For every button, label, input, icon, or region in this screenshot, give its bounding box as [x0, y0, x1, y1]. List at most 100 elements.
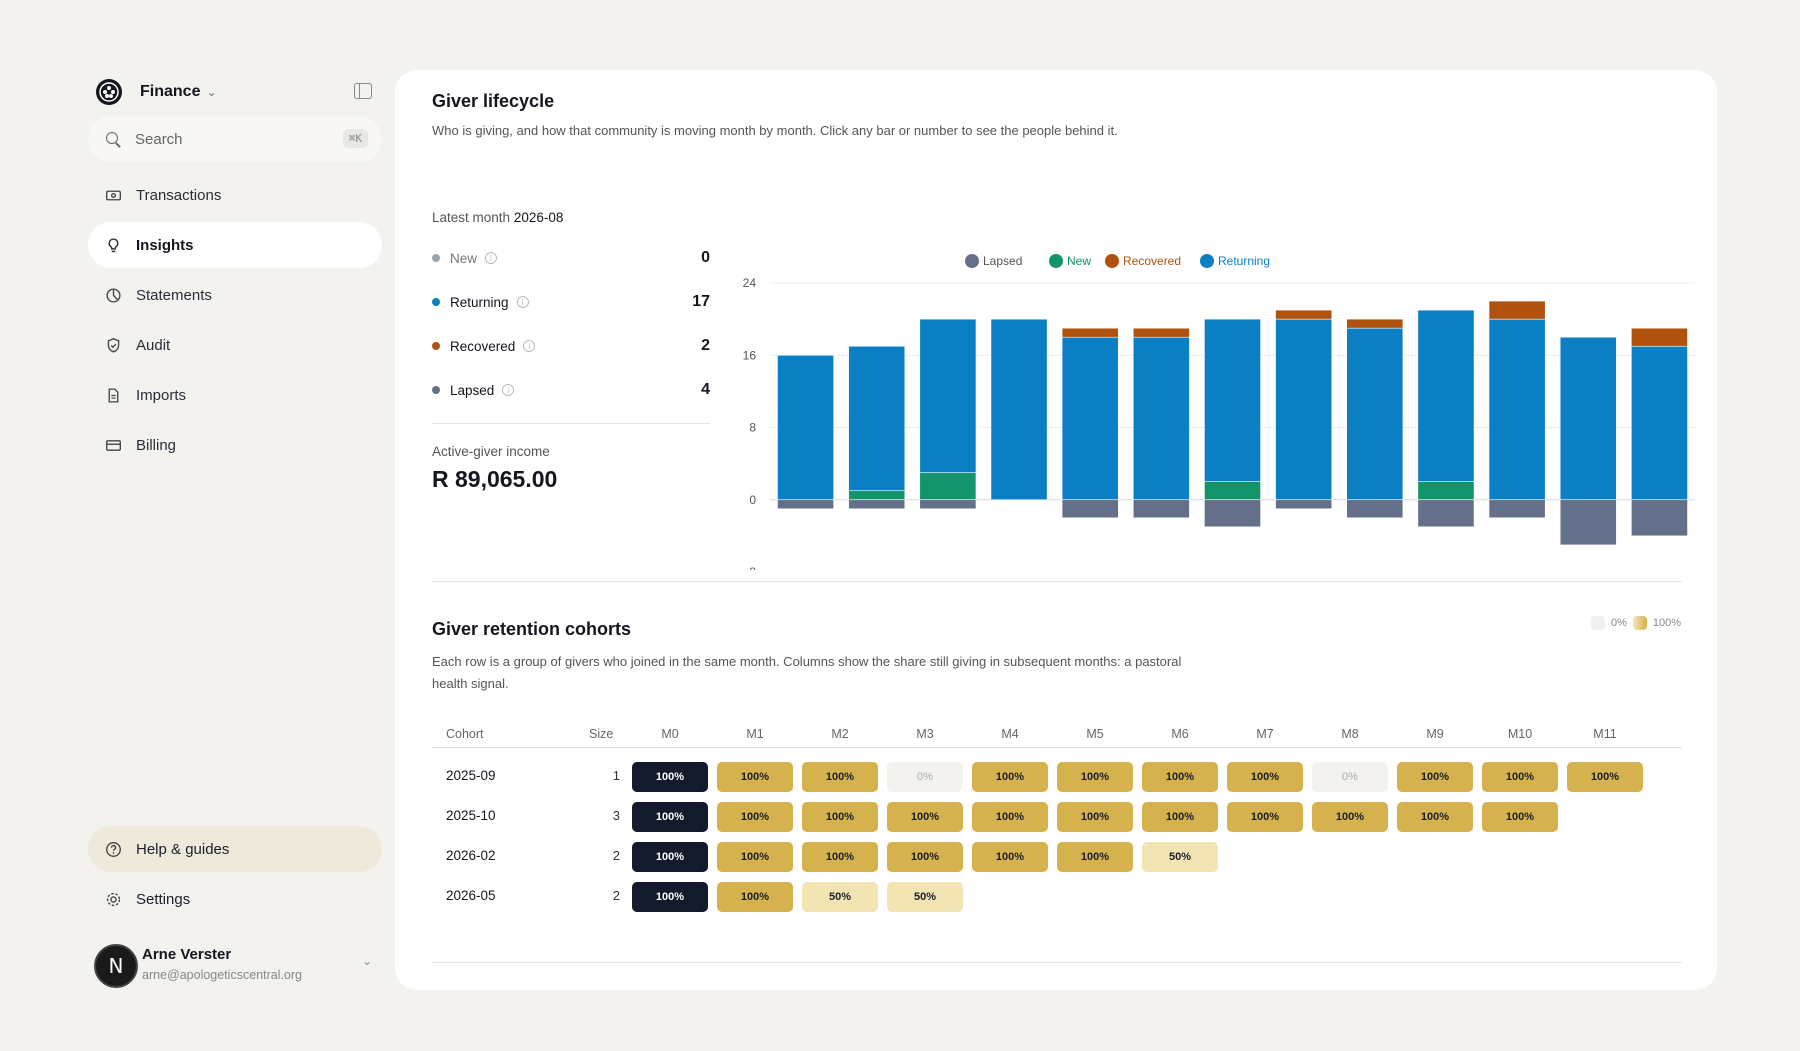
cohort-cell[interactable]: 100%: [717, 762, 793, 792]
cohort-cell[interactable]: 100%: [632, 842, 708, 872]
workspace-switcher[interactable]: Finance ⌄: [92, 74, 382, 110]
scale-min-swatch: [1590, 616, 1605, 630]
cohort-cell[interactable]: 50%: [1142, 842, 1218, 872]
bar-returning: [1631, 345, 1688, 501]
bar-recovered: [1488, 300, 1546, 320]
cohort-cell[interactable]: 100%: [1057, 802, 1133, 832]
cohort-cell[interactable]: 100%: [972, 802, 1048, 832]
sidebar-item-label: Billing: [136, 436, 177, 454]
cohort-cell[interactable]: 50%: [802, 882, 878, 912]
bar-lapsed: [1631, 499, 1688, 537]
cohorts-subtitle: Each row is a group of givers who joined…: [432, 654, 1182, 691]
cohort-cell[interactable]: 100%: [1227, 762, 1303, 792]
bar-lapsed: [777, 499, 834, 510]
cohort-cell[interactable]: 100%: [887, 842, 963, 872]
settings-button[interactable]: Settings: [88, 876, 382, 922]
cohort-table-header: Cohort Size M0 M1 M2 M3 M4 M5 M6 M7 M8 M9 M10 M11: [432, 720, 1682, 748]
header-month: M4: [1001, 727, 1019, 741]
stat-value[interactable]: 17: [692, 293, 710, 310]
sidebar-toggle-icon[interactable]: [354, 83, 372, 99]
bar-lapsed: [848, 499, 906, 510]
y-tick-label: 8: [749, 421, 756, 435]
cohort-cell[interactable]: 100%: [887, 802, 963, 832]
cohort-cell[interactable]: 100%: [717, 802, 793, 832]
bar-returning: [919, 318, 977, 473]
cohort-cell[interactable]: 100%: [1057, 762, 1133, 792]
cohort-row: 2025-10 3 100% 100% 100% 100% 100% 100% 100% 100%…: [432, 797, 1682, 837]
sidebar-item-billing[interactable]: Billing: [88, 422, 382, 468]
main-panel: Giver lifecycle Who is giving, and how t…: [395, 70, 1717, 990]
sidebar-item-transactions[interactable]: Transactions: [88, 172, 382, 218]
bar-returning: [1559, 336, 1617, 501]
legend-label: Lapsed: [983, 254, 1022, 268]
bar-lapsed: [1204, 499, 1261, 528]
search-input[interactable]: Search ⌘K: [88, 116, 382, 162]
cohort-cell[interactable]: 100%: [632, 882, 708, 912]
cohort-cell[interactable]: 100%: [1482, 802, 1558, 832]
cohort-cell[interactable]: 100%: [972, 842, 1048, 872]
legend-dot: [432, 298, 440, 306]
cohort-size: 2: [612, 848, 620, 863]
stat-returning[interactable]: Returning i 17: [432, 290, 710, 314]
legend-swatch: [1200, 254, 1214, 268]
stat-lapsed[interactable]: Lapsed i 4: [432, 378, 710, 402]
cohort-cell[interactable]: 100%: [802, 762, 878, 792]
cohort-size: 1: [612, 768, 620, 783]
cohort-cell[interactable]: 100%: [1397, 762, 1473, 792]
cohort-cell[interactable]: 100%: [1142, 802, 1218, 832]
info-icon[interactable]: i: [485, 252, 498, 264]
y-tick-label: 16: [743, 348, 757, 362]
user-email: arne@apologeticscentral.org: [142, 968, 303, 982]
cohort-row: 2026-05 2 100% 100% 50% 50%: [432, 877, 1682, 917]
bar-new: [1417, 481, 1475, 501]
cohort-cell[interactable]: 100%: [717, 842, 793, 872]
bar-recovered: [1132, 327, 1190, 338]
cohort-cell[interactable]: 100%: [632, 802, 708, 832]
help-guides-button[interactable]: Help & guides: [88, 826, 382, 872]
header-month: M7: [1256, 727, 1274, 741]
cohort-cell[interactable]: 100%: [1142, 762, 1218, 792]
header-month: M5: [1086, 727, 1104, 741]
sidebar-item-insights[interactable]: Insights: [88, 222, 382, 268]
chevron-down-icon: ⌄: [206, 85, 217, 99]
legend-swatch: [965, 254, 979, 268]
cohort-cell[interactable]: 100%: [1057, 842, 1133, 872]
stat-new[interactable]: New i 0: [432, 246, 710, 270]
cohort-cell[interactable]: 100%: [1312, 802, 1388, 832]
cohort-cell[interactable]: 100%: [1227, 802, 1303, 832]
info-icon[interactable]: i: [502, 384, 515, 396]
user-menu[interactable]: N Arne Verster arne@apologeticscentral.o…: [88, 940, 382, 992]
stat-value[interactable]: 0: [701, 249, 710, 266]
cohort-cell[interactable]: 100%: [1482, 762, 1558, 792]
lifecycle-chart: LapsedNewRecoveredReturning241680-82025-…: [743, 254, 1695, 570]
cohort-cell[interactable]: 100%: [717, 882, 793, 912]
bar-lapsed: [1061, 499, 1119, 519]
header-month: M6: [1171, 727, 1189, 741]
header-month: M3: [916, 727, 934, 741]
cohort-cell[interactable]: 100%: [632, 762, 708, 792]
cohort-cell[interactable]: 0%: [887, 762, 963, 792]
help-circle-icon: [104, 840, 122, 858]
section-divider: [432, 581, 1682, 582]
info-icon[interactable]: i: [516, 296, 529, 308]
shield-check-icon: [104, 336, 122, 354]
divider: [432, 423, 710, 424]
stat-recovered[interactable]: Recovered i 2: [432, 334, 710, 358]
sidebar-item-audit[interactable]: Audit: [88, 322, 382, 368]
stat-value[interactable]: 2: [701, 337, 710, 354]
sidebar-item-statements[interactable]: Statements: [88, 272, 382, 318]
cohort-cell[interactable]: 100%: [972, 762, 1048, 792]
cohort-cell[interactable]: 100%: [802, 802, 878, 832]
cohort-cell[interactable]: 0%: [1312, 762, 1388, 792]
scale-max-swatch: [1632, 616, 1647, 630]
info-icon[interactable]: i: [523, 340, 536, 352]
cohort-cell[interactable]: 100%: [1397, 802, 1473, 832]
stat-value[interactable]: 4: [701, 381, 710, 398]
cohort-cell[interactable]: 100%: [1567, 762, 1643, 792]
cohort-cell[interactable]: 50%: [887, 882, 963, 912]
cohort-cell[interactable]: 100%: [802, 842, 878, 872]
sidebar-item-imports[interactable]: Imports: [88, 372, 382, 418]
sidebar-item-label: Imports: [136, 386, 187, 404]
bar-recovered: [1275, 309, 1333, 320]
bar-new: [848, 490, 906, 501]
